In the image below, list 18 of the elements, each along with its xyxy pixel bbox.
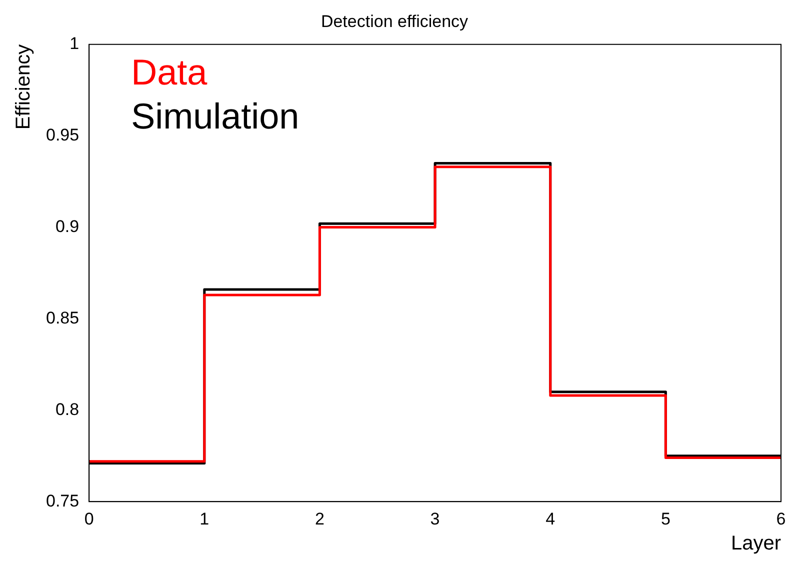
y-tick-label: 1	[70, 34, 80, 54]
x-tick-label: 2	[314, 509, 324, 528]
chart-title: Detection efficiency	[320, 12, 469, 31]
text: Simulation	[131, 95, 300, 136]
y-tick-label: 0.85	[46, 308, 80, 328]
x-tick-label: 5	[660, 509, 670, 528]
text: Data	[131, 51, 208, 92]
x-tick-label: 1	[200, 509, 210, 528]
y-tick-label: 0.75	[46, 491, 80, 510]
x-tick-label: 3	[430, 509, 440, 528]
x-axis-title: Layer	[730, 532, 782, 555]
x-tick-label: 0	[84, 509, 94, 528]
x-tick-label: 6	[776, 509, 786, 528]
y-tick-label: 0.95	[46, 126, 80, 145]
y-tick-label: 0.9	[55, 216, 80, 236]
x-tick-label: 4	[546, 509, 556, 528]
y-axis-title: Efficiency	[12, 44, 35, 130]
y-tick-label: 0.8	[55, 400, 80, 419]
